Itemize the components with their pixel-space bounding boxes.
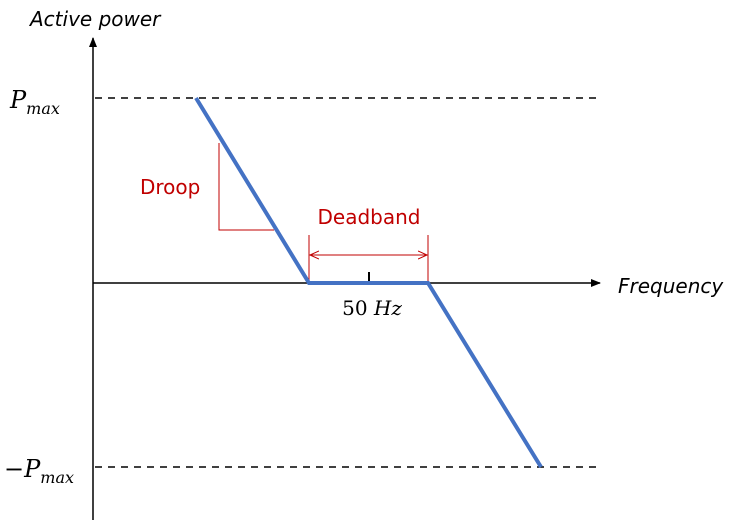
x-axis-label: Frequency	[618, 274, 724, 298]
droop-triangle	[218, 143, 274, 231]
nominal-label: 50 Hz	[342, 296, 402, 320]
y-axis-label: Active power	[28, 7, 162, 31]
droop-curve	[194, 96, 543, 469]
neg-pmax-label: −Pmax	[4, 455, 74, 487]
deadband-label: Deadband	[318, 205, 421, 229]
pmax-label: Pmax	[9, 86, 60, 118]
droop-label: Droop	[140, 175, 200, 199]
